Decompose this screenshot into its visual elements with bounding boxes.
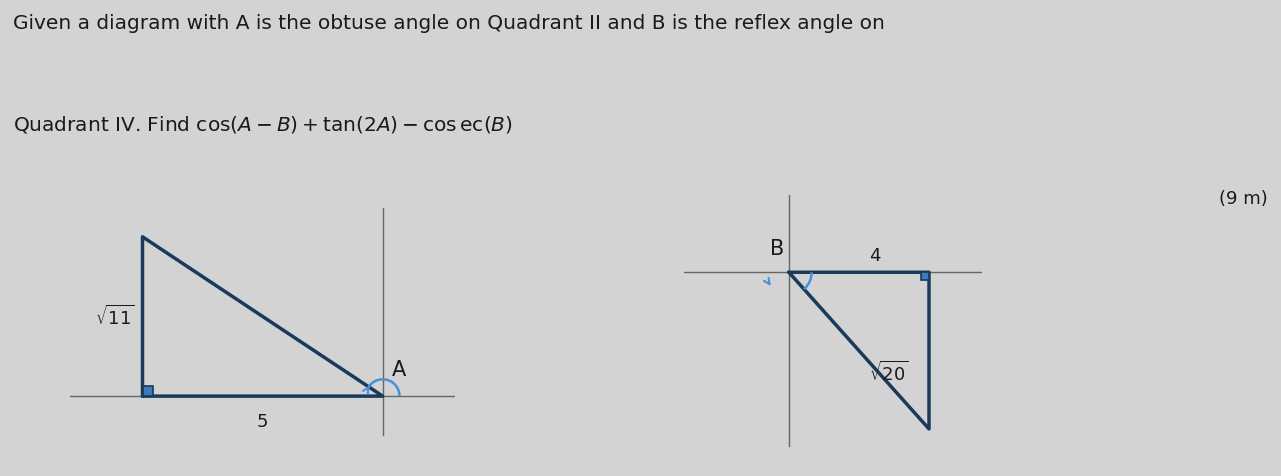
Text: B: B — [770, 239, 785, 259]
Polygon shape — [921, 272, 929, 280]
Text: 4: 4 — [870, 247, 881, 265]
Text: $\sqrt{11}$: $\sqrt{11}$ — [96, 304, 136, 328]
Polygon shape — [142, 386, 154, 396]
Text: A: A — [392, 360, 406, 380]
Text: (9 m): (9 m) — [1220, 190, 1268, 208]
Text: Quadrant IV. Find $\cos\!\left(A-B\right)+\tan\!\left(2A\right)-\operatorname{co: Quadrant IV. Find $\cos\!\left(A-B\right… — [13, 114, 512, 135]
Text: $\sqrt{20}$: $\sqrt{20}$ — [870, 361, 910, 385]
Text: Given a diagram with A is the obtuse angle on Quadrant II and B is the reflex an: Given a diagram with A is the obtuse ang… — [13, 14, 885, 33]
Text: 5: 5 — [257, 413, 268, 431]
